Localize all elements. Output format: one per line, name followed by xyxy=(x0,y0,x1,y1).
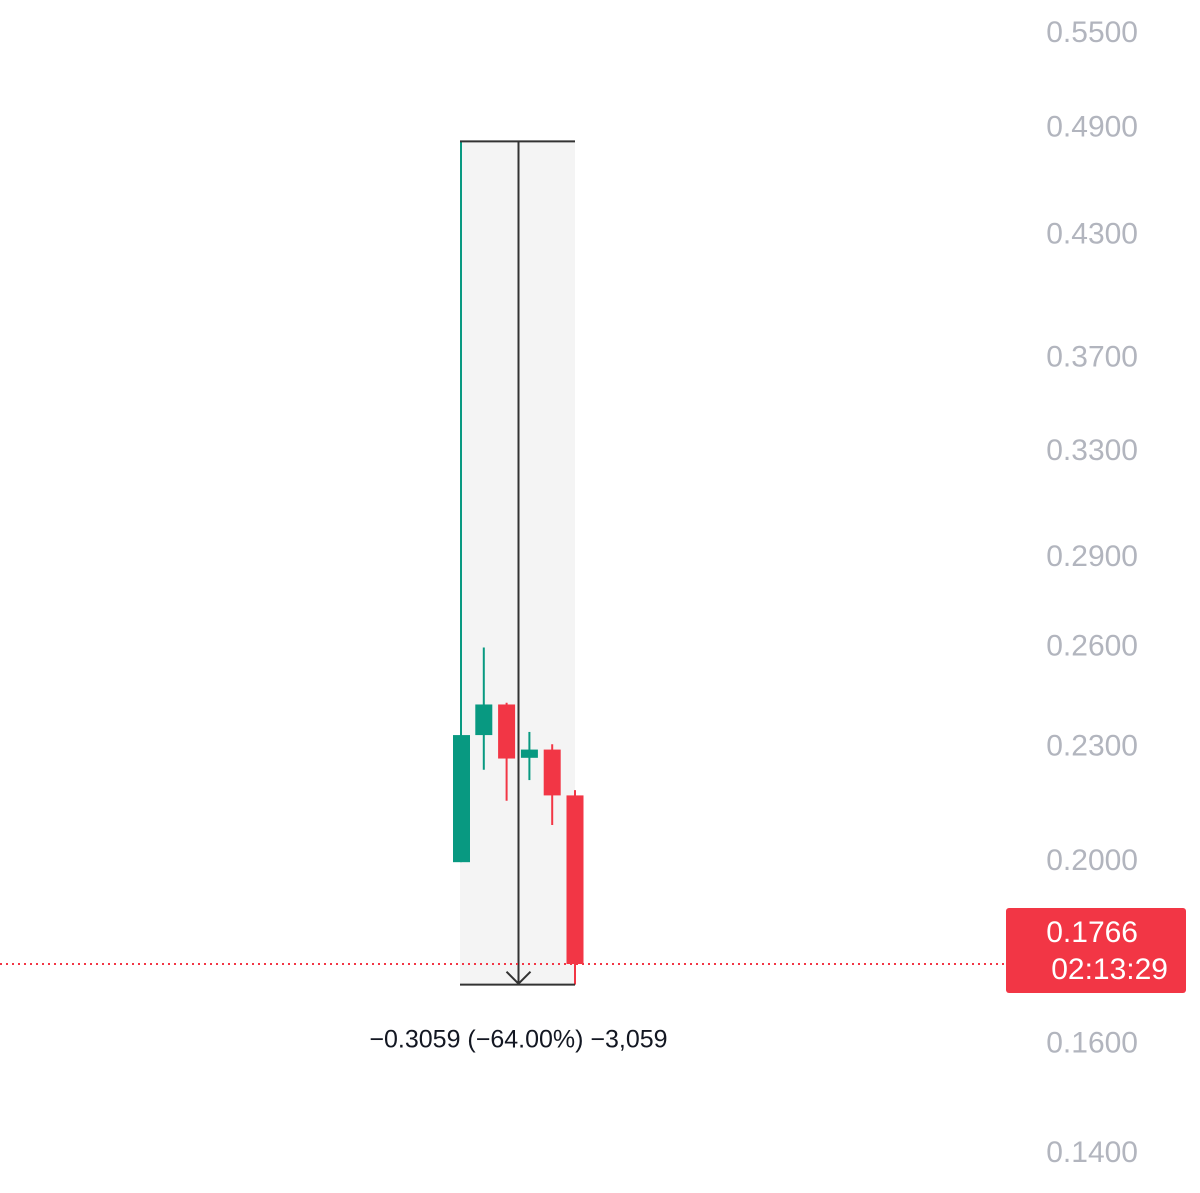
last-price-label: 0.1766 xyxy=(1046,916,1138,949)
y-tick-label: 0.1400 xyxy=(1046,1136,1138,1169)
candle-body xyxy=(566,795,584,965)
y-tick-label: 0.2900 xyxy=(1046,540,1138,573)
y-tick-label: 0.2000 xyxy=(1046,844,1138,877)
candle-body xyxy=(543,749,561,796)
y-tick-label: 0.5500 xyxy=(1046,16,1138,49)
candle-body xyxy=(498,704,516,759)
y-tick-label: 0.3700 xyxy=(1046,341,1138,374)
measure-arrowhead xyxy=(505,970,532,986)
candle-body xyxy=(453,735,470,863)
y-tick-label: 0.4900 xyxy=(1046,111,1138,144)
y-tick-label: 0.3300 xyxy=(1046,434,1138,467)
y-tick-label: 0.2600 xyxy=(1046,629,1138,662)
candle-body xyxy=(475,704,493,736)
y-tick-label: 0.1600 xyxy=(1046,1027,1138,1060)
countdown-label: 02:13:29 xyxy=(1051,953,1168,986)
y-tick-label: 0.4300 xyxy=(1046,218,1138,251)
candle-body xyxy=(520,749,538,758)
measure-label: −0.3059 (−64.00%) −3,059 xyxy=(369,1025,667,1053)
last-price-box xyxy=(1006,908,1186,993)
y-tick-label: 0.2300 xyxy=(1046,730,1138,763)
